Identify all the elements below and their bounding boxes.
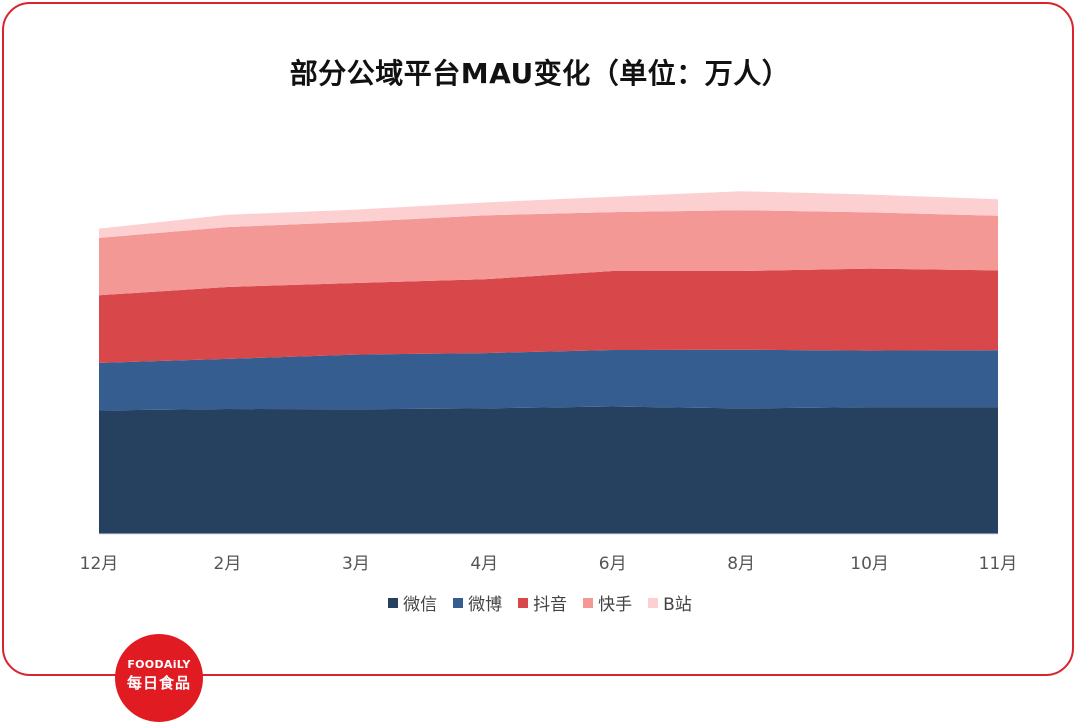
legend-item: 微博 (453, 590, 502, 615)
legend-item: B站 (648, 590, 692, 615)
area-series-3 (99, 210, 998, 296)
legend-label: B站 (663, 595, 692, 615)
legend-label: 快手 (598, 595, 633, 615)
logo-text-en: FOODAiLY (127, 658, 191, 671)
x-tick-label: 4月 (470, 554, 498, 574)
legend-label: 微博 (468, 595, 503, 615)
legend-swatch (388, 597, 399, 608)
x-tick-label: 10月 (850, 554, 889, 574)
logo-text-cn: 每日食品 (126, 674, 191, 692)
legend-swatch (518, 597, 529, 608)
legend-swatch (583, 597, 594, 608)
area-series-1 (99, 349, 998, 411)
x-tick-label: 2月 (214, 554, 242, 574)
x-tick-label: 8月 (727, 554, 755, 574)
x-tick-label: 6月 (599, 554, 627, 574)
chart-title: 部分公域平台MAU变化（单位：万人） (289, 57, 791, 90)
area-series-0 (99, 406, 998, 534)
foodaily-logo: FOODAiLY 每日食品 (115, 634, 203, 722)
x-tick-label: 3月 (342, 554, 370, 574)
x-tick-label: 11月 (979, 554, 1018, 574)
legend-item: 微信 (388, 590, 437, 615)
x-tick-label: 12月 (80, 554, 119, 574)
legend-label: 微信 (403, 595, 438, 615)
legend-swatch (648, 597, 659, 608)
legend-swatch (453, 597, 464, 608)
legend-item: 快手 (583, 590, 632, 615)
area-series-2 (99, 268, 998, 363)
legend-item: 抖音 (518, 590, 567, 615)
chart-legend: 微信 微博 抖音 快手 B站 (0, 590, 1080, 615)
legend-label: 抖音 (533, 595, 568, 615)
area-series-4 (99, 191, 998, 238)
